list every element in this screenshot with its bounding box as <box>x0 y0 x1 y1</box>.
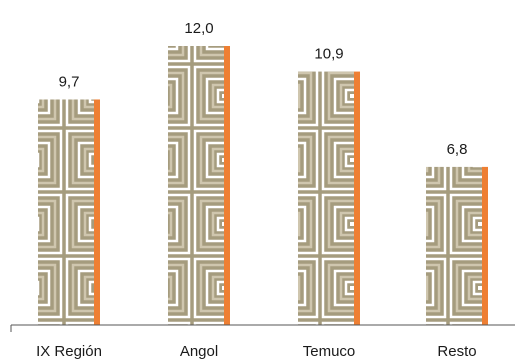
bar-accent-ix-region <box>94 99 100 325</box>
category-labels-group: IX Región Angol Temuco Resto <box>36 343 477 360</box>
bar-angol <box>168 46 224 325</box>
bar-accent-temuco <box>354 71 360 325</box>
bar-temuco <box>298 71 354 325</box>
value-labels-group: 9,7 12,0 10,9 6,8 <box>59 20 468 158</box>
category-label-ix-region: IX Región <box>36 343 102 360</box>
category-label-angol: Angol <box>180 343 218 360</box>
value-label-ix-region: 9,7 <box>59 73 80 90</box>
bar-ix-region <box>38 99 94 325</box>
x-axis <box>10 324 515 332</box>
bar-resto <box>426 166 482 325</box>
value-label-angol: 12,0 <box>184 20 213 37</box>
bar-accent-angol <box>224 46 230 325</box>
category-label-temuco: Temuco <box>303 343 356 360</box>
bars-group <box>38 46 488 325</box>
category-label-resto: Resto <box>437 343 476 360</box>
value-label-temuco: 10,9 <box>314 46 343 63</box>
bar-accent-resto <box>482 166 488 325</box>
value-label-resto: 6,8 <box>447 141 468 158</box>
